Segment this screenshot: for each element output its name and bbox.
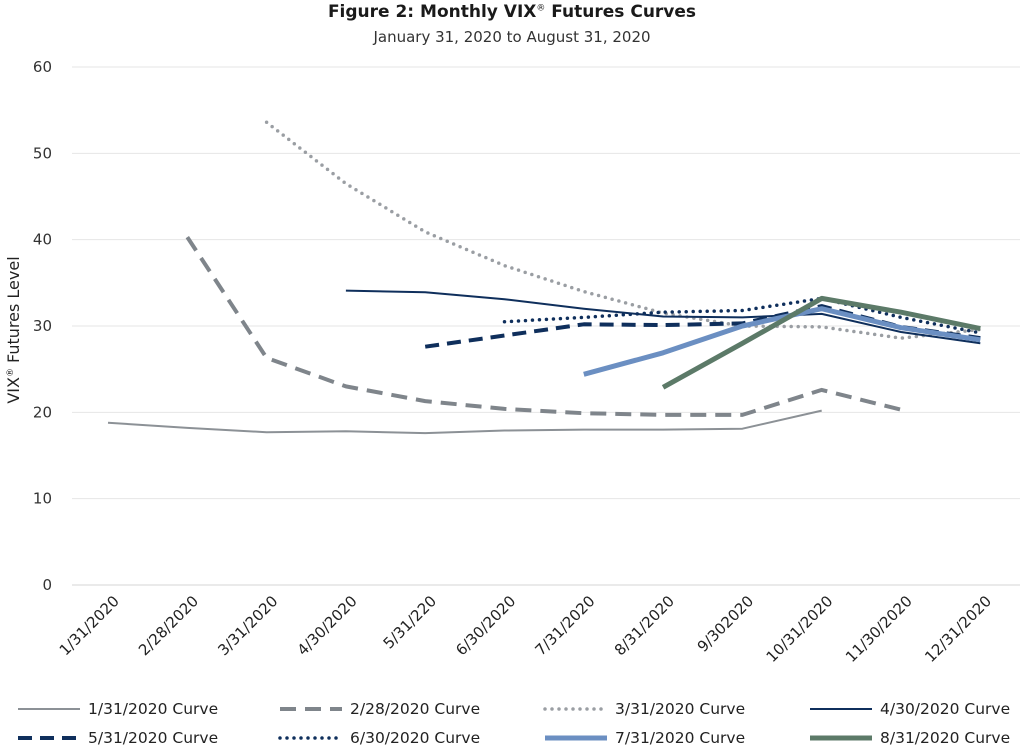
x-tick-label: 9/302020	[694, 592, 758, 656]
series-line	[264, 120, 983, 340]
legend-label: 7/31/2020 Curve	[615, 729, 745, 747]
legend-label: 2/28/2020 Curve	[350, 700, 480, 718]
y-axis-label: VIX® Futures Level	[4, 256, 23, 403]
x-tick-label: 7/31/2020	[532, 592, 599, 659]
series-line	[107, 409, 822, 435]
legend: 1/31/2020 Curve 2/28/2020 Curve 3/31/2020 …	[18, 700, 1010, 747]
series-line	[502, 296, 983, 335]
x-tick-label: 6/30/2020	[452, 592, 519, 659]
series-line	[583, 306, 981, 377]
gridlines	[72, 66, 1020, 586]
x-tick-label: 2/28/2020	[135, 592, 202, 659]
x-tick-label: 4/30/2020	[294, 592, 361, 659]
y-tick-label: 30	[33, 317, 52, 335]
legend-label: 3/31/2020 Curve	[615, 700, 745, 718]
legend-label: 5/31/2020 Curve	[88, 729, 218, 747]
series-line	[661, 295, 981, 390]
x-tick-label: 5/31/220	[380, 592, 440, 652]
y-tick-label: 0	[42, 576, 52, 594]
y-tick-label: 60	[33, 58, 52, 76]
legend-label: 6/30/2020 Curve	[350, 729, 480, 747]
chart-subtitle: January 31, 2020 to August 31, 2020	[373, 28, 651, 46]
x-axis: 1/31/2020 2/28/2020 3/31/2020 4/30/2020 5/31…	[56, 592, 995, 666]
series-line	[345, 289, 981, 345]
x-tick-label: 8/31/2020	[611, 592, 678, 659]
legend-label: 1/31/2020 Curve	[88, 700, 218, 718]
x-tick-label: 1/31/2020	[56, 592, 123, 659]
x-tick-label: 11/30/2020	[842, 592, 916, 666]
x-tick-label: 3/31/2020	[214, 592, 281, 659]
legend-label: 4/30/2020 Curve	[880, 700, 1010, 718]
legend-label: 8/31/2020 Curve	[880, 729, 1010, 747]
y-tick-label: 10	[33, 490, 52, 508]
series-lines	[107, 120, 983, 435]
x-tick-label: 10/31/2020	[763, 592, 837, 666]
y-tick-label: 40	[33, 231, 52, 249]
series-line	[185, 236, 902, 417]
y-tick-label: 20	[33, 403, 52, 421]
y-tick-label: 50	[33, 144, 52, 162]
x-tick-label: 12/31/2020	[921, 592, 995, 666]
y-axis: 0 10 20 30 40 50 60	[33, 58, 52, 594]
chart-title: Figure 2: Monthly VIX® Futures Curves	[327, 2, 697, 22]
